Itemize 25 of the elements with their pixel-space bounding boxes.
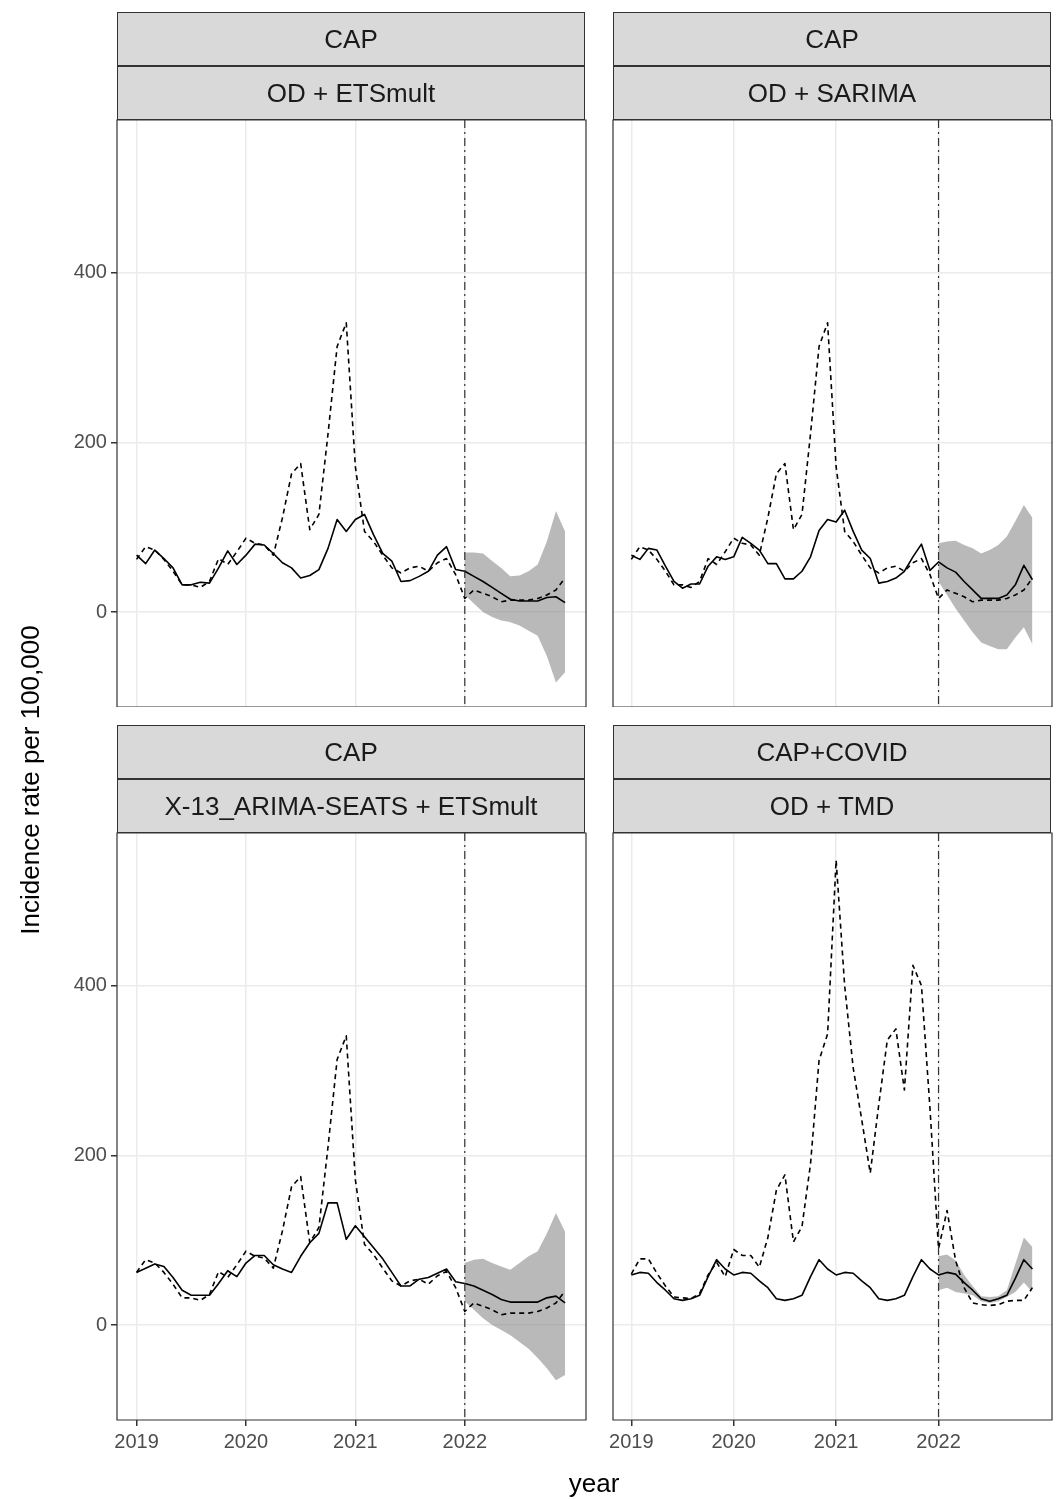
x-tick-label: 2020 xyxy=(711,1429,756,1452)
x-tick-label: 2019 xyxy=(114,1429,159,1452)
chart-subtitle: X-13_ARIMA-SEATS + ETSmult xyxy=(117,779,585,833)
y-tick-label: 200 xyxy=(73,1142,107,1165)
y-tick-label: 400 xyxy=(73,973,107,996)
y-tick-label: 400 xyxy=(73,260,107,283)
chart-title: CAP+COVID xyxy=(613,725,1051,779)
line-series xyxy=(135,321,566,603)
chart-title: CAP xyxy=(117,12,585,66)
y-axis-title: Incidence rate per 100,000 xyxy=(14,625,46,935)
y-tick-label: 0 xyxy=(95,1312,107,1335)
chart-title: CAP xyxy=(613,12,1051,66)
x-axis-title: year xyxy=(568,1468,620,1499)
chart-title: CAP xyxy=(117,725,585,779)
x-tick-label: 2022 xyxy=(442,1429,488,1452)
x-tick-label: 2022 xyxy=(916,1429,961,1452)
x-tick-label: 2021 xyxy=(813,1429,859,1452)
chart-subtitle: OD + SARIMA xyxy=(613,66,1051,120)
y-tick-label: 0 xyxy=(95,599,107,622)
x-tick-label: 2021 xyxy=(333,1429,378,1452)
chart-subtitle: OD + ETSmult xyxy=(117,66,585,120)
x-tick-label: 2020 xyxy=(223,1429,269,1452)
y-tick-label: 200 xyxy=(73,429,107,452)
chart-subtitle: OD + TMD xyxy=(613,779,1051,833)
x-tick-label: 2019 xyxy=(609,1429,654,1452)
